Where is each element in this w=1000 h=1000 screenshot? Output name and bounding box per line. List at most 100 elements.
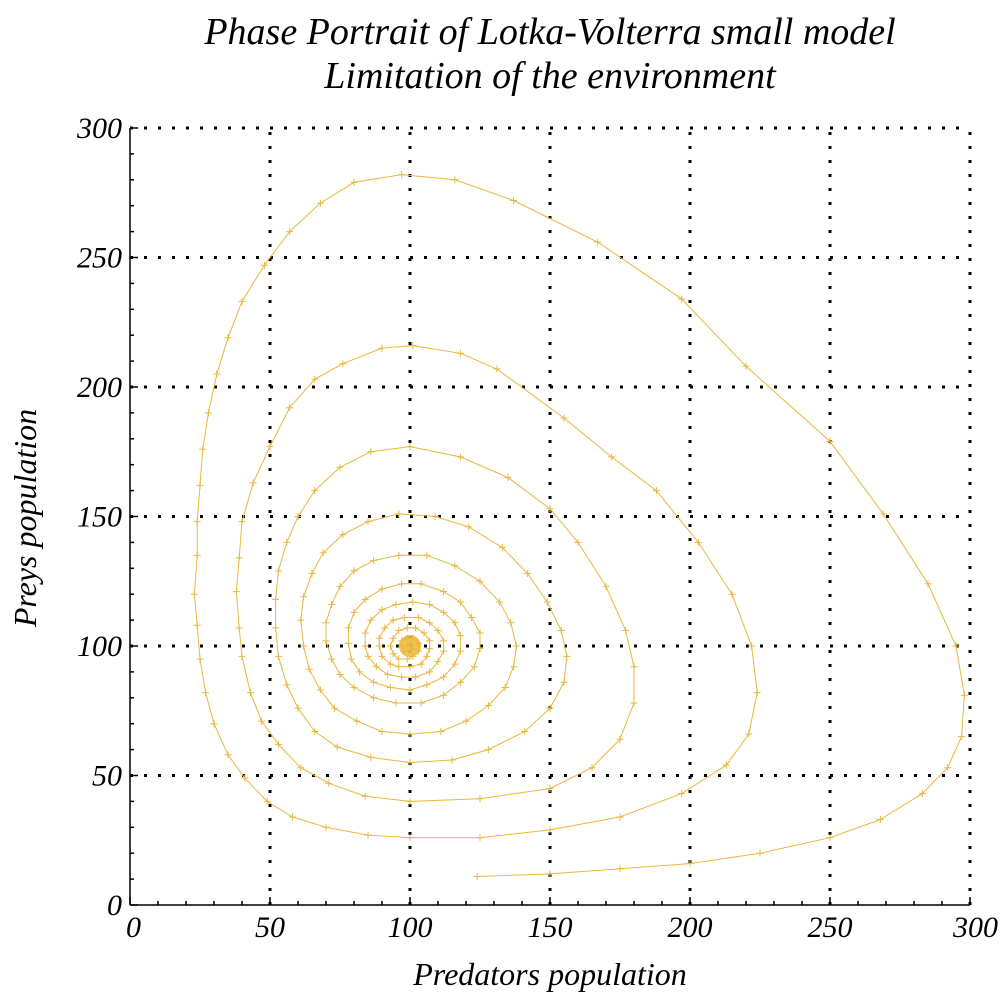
data-point [694, 538, 702, 546]
data-point [336, 670, 344, 678]
data-point [288, 813, 296, 821]
data-point [423, 652, 431, 660]
data-point [510, 197, 518, 205]
data-point [960, 691, 968, 699]
data-point [434, 626, 442, 634]
data-point [274, 652, 282, 660]
data-point [367, 448, 375, 456]
trajectory-markers [190, 171, 968, 881]
data-point [560, 678, 568, 686]
data-point [622, 626, 630, 634]
x-tick-label-250: 250 [808, 911, 853, 944]
data-point [426, 619, 434, 627]
y-tick-label-250: 250 [77, 242, 122, 275]
data-point [356, 668, 364, 676]
data-point [406, 730, 414, 738]
data-point [476, 834, 484, 842]
data-point [316, 199, 324, 207]
data-point [456, 598, 464, 606]
trajectory-line [193, 174, 965, 877]
data-point [364, 518, 372, 526]
data-point [826, 437, 834, 445]
data-point [339, 531, 347, 539]
data-point [308, 569, 316, 577]
data-point [389, 634, 397, 642]
data-point [238, 652, 246, 660]
data-point [498, 544, 506, 552]
data-point [300, 642, 308, 650]
data-point [325, 779, 333, 787]
data-point [300, 593, 308, 601]
data-point [386, 660, 394, 668]
data-point [521, 727, 529, 735]
data-point [440, 637, 448, 645]
data-point [350, 567, 358, 575]
data-point [876, 816, 884, 824]
data-point [437, 727, 445, 735]
data-point [456, 678, 464, 686]
data-point [224, 751, 232, 759]
data-point [440, 588, 448, 596]
data-point [272, 624, 280, 632]
data-point [406, 443, 414, 451]
data-point [678, 295, 686, 303]
data-point [375, 634, 383, 642]
data-point [364, 652, 372, 660]
data-point [286, 404, 294, 412]
data-point [434, 658, 442, 666]
data-point [756, 849, 764, 857]
data-point [426, 645, 434, 653]
y-tick-label-300: 300 [76, 112, 122, 145]
data-point [826, 834, 834, 842]
data-point [389, 616, 397, 624]
data-point [451, 562, 459, 570]
data-point [386, 683, 394, 691]
data-point [465, 523, 473, 531]
data-point [213, 370, 221, 378]
data-point [361, 595, 369, 603]
x-tick-label-150: 150 [528, 911, 573, 944]
data-point [370, 694, 378, 702]
data-point [392, 601, 400, 609]
data-point [426, 601, 434, 609]
data-point [473, 873, 481, 881]
y-tick-label-150: 150 [77, 501, 122, 534]
data-point [952, 642, 960, 650]
data-point [378, 344, 386, 352]
data-point [196, 655, 204, 663]
data-point [336, 463, 344, 471]
data-point [344, 639, 352, 647]
data-point [395, 551, 403, 559]
data-point [451, 176, 459, 184]
data-point [745, 730, 753, 738]
x-tick-label-100: 100 [388, 911, 433, 944]
data-point [426, 637, 434, 645]
data-point [274, 567, 282, 575]
data-point [350, 178, 358, 186]
data-point [510, 663, 518, 671]
data-point [350, 608, 358, 616]
data-point [546, 505, 554, 513]
data-point [423, 551, 431, 559]
data-point [496, 598, 504, 606]
data-point [328, 655, 336, 663]
data-point [451, 619, 459, 627]
data-point [431, 513, 439, 520]
data-point [333, 743, 341, 751]
data-point [274, 740, 282, 748]
data-point [417, 660, 425, 668]
data-point [686, 860, 694, 868]
data-point [395, 663, 403, 671]
data-point [456, 632, 464, 640]
data-point [322, 619, 330, 627]
data-point [353, 717, 361, 725]
data-point [563, 652, 571, 660]
y-tick-label-50: 50 [92, 760, 122, 793]
data-point [384, 670, 392, 678]
data-point [879, 510, 887, 518]
data-point [190, 590, 198, 598]
data-point [370, 557, 378, 565]
data-point [616, 865, 624, 873]
data-point [336, 582, 344, 590]
data-point [283, 538, 291, 546]
